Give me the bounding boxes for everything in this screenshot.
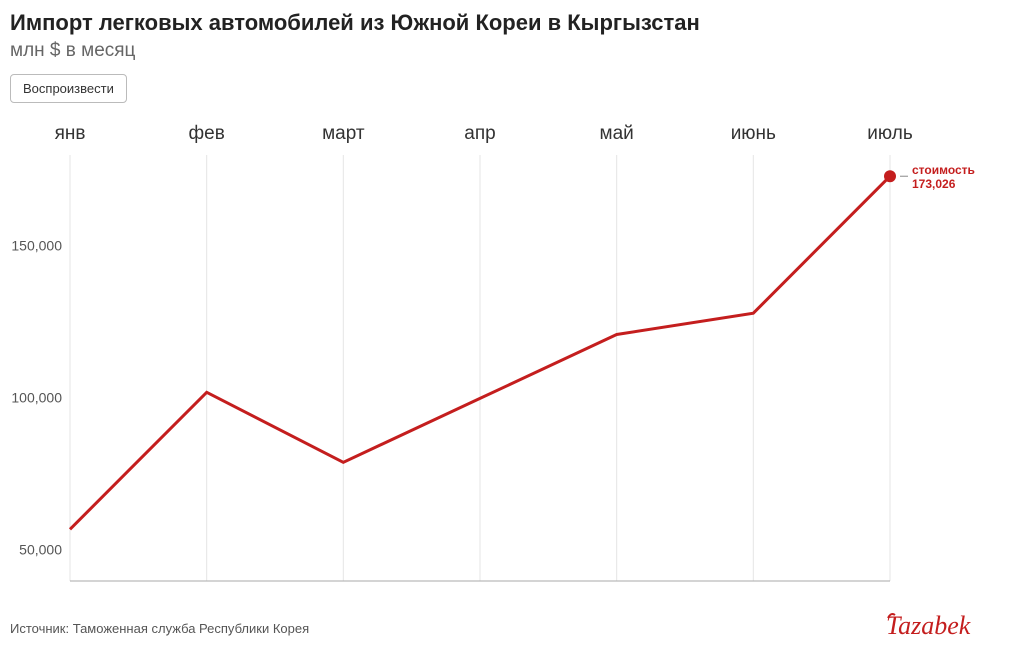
x-axis-label: апр — [464, 123, 495, 144]
y-axis-label: 100,000 — [11, 389, 62, 405]
x-axis-label: июнь — [731, 123, 776, 144]
x-axis-label: март — [322, 123, 365, 144]
logo-text: Tazabek — [886, 611, 971, 640]
x-axis-label: июль — [867, 123, 913, 144]
chart-subtitle: млн $ в месяц — [10, 40, 1010, 62]
y-axis-label: 150,000 — [11, 237, 62, 253]
chart-plot: янв фев март апр май июнь июль 50,000 100,000 150… — [10, 111, 990, 601]
x-axis-label: янв — [55, 123, 86, 144]
source-label: Источник: Таможенная служба Республики К… — [10, 621, 309, 636]
play-button[interactable]: Воспроизвести — [10, 74, 127, 103]
end-label-name: стоимость — [912, 163, 975, 177]
brand-logo: Tazabek — [886, 608, 1006, 642]
end-point-marker — [884, 170, 896, 182]
line-chart-svg: янв фев март апр май июнь июль 50,000 100,000 150… — [10, 111, 990, 601]
chart-title: Импорт легковых автомобилей из Южной Кор… — [10, 10, 1010, 36]
x-axis-label: май — [600, 123, 634, 144]
y-axis-label: 50,000 — [19, 542, 62, 558]
end-label-value: 173,026 — [912, 177, 956, 191]
x-axis-label: фев — [189, 123, 225, 144]
